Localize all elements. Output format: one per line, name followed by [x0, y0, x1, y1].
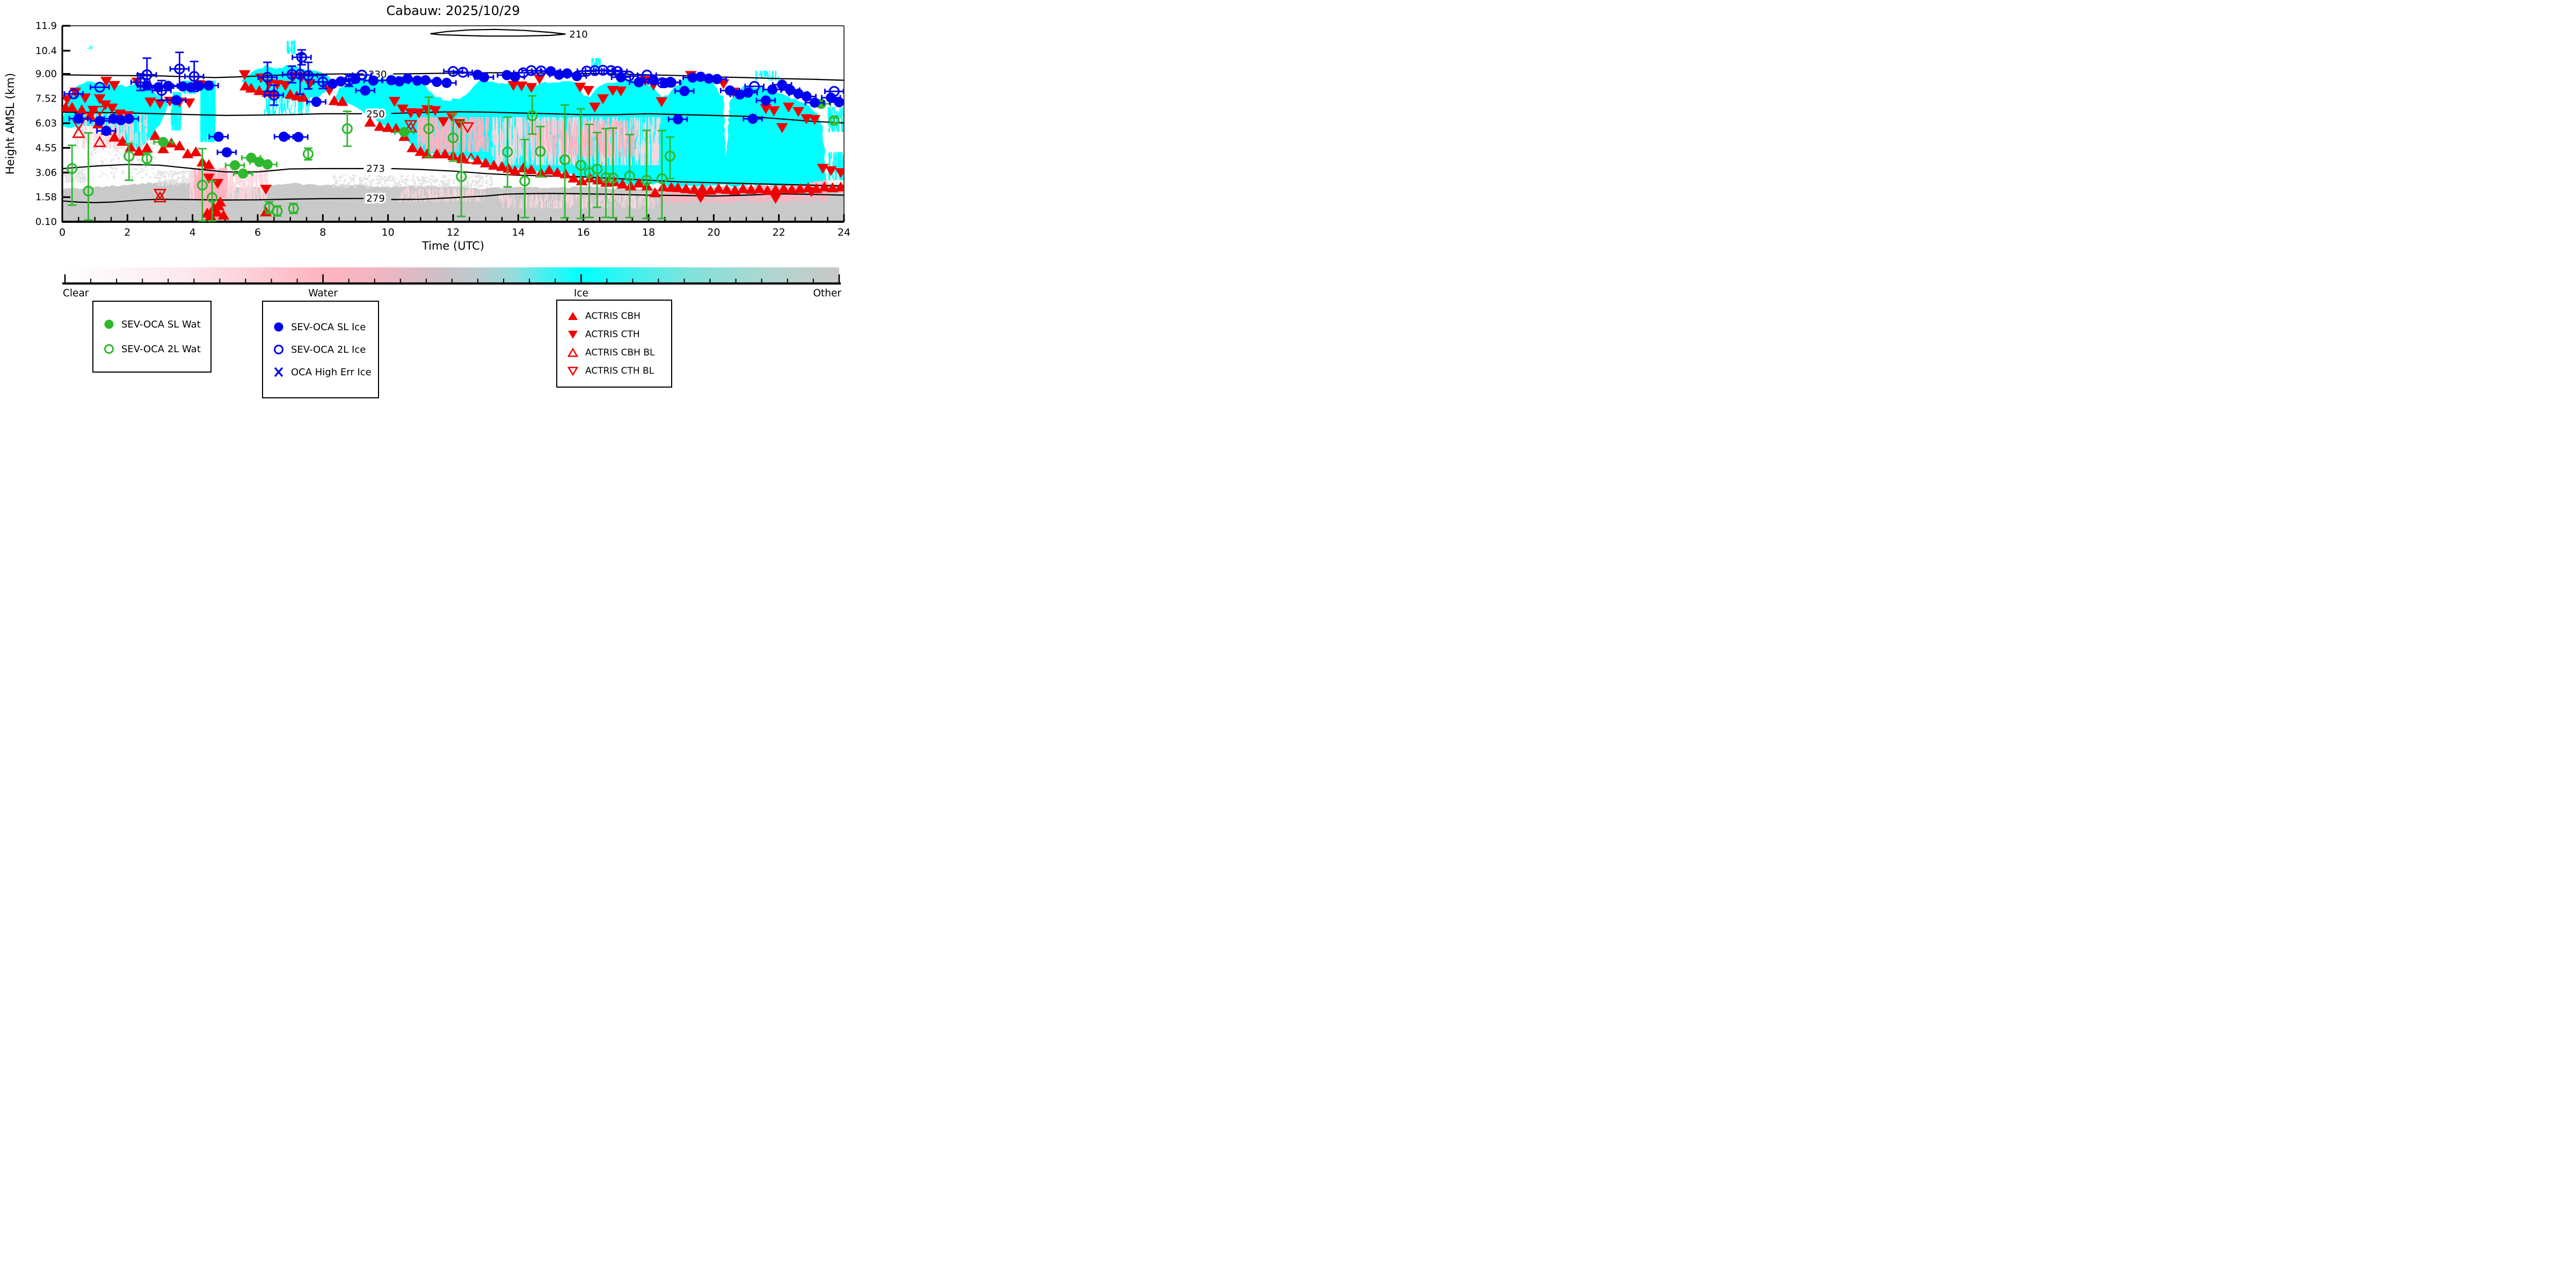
axes: 11.910.49.007.526.034.553.061.580.100 2 4 6…	[4, 20, 850, 252]
x-tick-label: 22	[773, 227, 785, 238]
legend-item-sl-ice: SEV-OCA SL Ice	[263, 320, 378, 334]
legend-item-cth: ACTRIS CTH	[557, 328, 671, 341]
colorbar-label: Clear	[63, 288, 89, 299]
legend-label: OCA High Err Ice	[291, 366, 372, 378]
series-actris-cbh	[62, 80, 844, 221]
filled-down-triangle-icon	[568, 331, 578, 339]
legend-label: ACTRIS CBH BL	[585, 347, 655, 358]
contour-label: 210	[569, 29, 587, 40]
legend-label: SEV-OCA 2L Wat	[121, 343, 201, 355]
legend-item-cth-bl: ACTRIS CTH BL	[557, 364, 671, 378]
legend-label: SEV-OCA 2L Ice	[291, 344, 366, 355]
figure: Cabauw: 2025/10/29 210 230 250 273 279 11.9 10…	[0, 0, 859, 430]
x-tick-label: 10	[382, 227, 395, 238]
x-tick-label: 4	[190, 227, 196, 238]
x-marker-icon	[274, 367, 283, 377]
legend-label: SEV-OCA SL Wat	[121, 318, 201, 330]
y-tick-label: 6.03	[35, 118, 57, 129]
x-tick-label: 14	[512, 227, 525, 238]
x-tick-label: 12	[447, 227, 460, 238]
x-tick-label: 8	[319, 227, 326, 238]
data-markers	[62, 49, 844, 222]
chart-title: Cabauw: 2025/10/29	[386, 3, 520, 18]
open-circle-icon	[104, 344, 114, 354]
legend-item-2l-ice: SEV-OCA 2L Ice	[263, 343, 378, 356]
x-tick-label: 2	[124, 227, 130, 238]
legend-item-oca-high-err: OCA High Err Ice	[263, 365, 378, 379]
x-tick-label: 6	[254, 227, 261, 238]
colorbar-label: Ice	[574, 288, 588, 299]
legend-item-2l-wat: SEV-OCA 2L Wat	[93, 342, 210, 356]
y-tick-label: 11.9	[35, 20, 57, 32]
open-up-triangle-icon	[567, 347, 579, 357]
x-tick-label: 16	[577, 227, 590, 238]
y-tick-label: 9.00	[35, 69, 57, 80]
y-tick-label: 4.55	[35, 142, 57, 154]
x-tick-label: 18	[642, 227, 655, 238]
colorbar-label: Other	[813, 288, 841, 299]
legend-label: ACTRIS CBH	[585, 311, 641, 322]
legend-box-water: SEV-OCA SL Wat SEV-OCA 2L Wat	[92, 301, 212, 373]
legend-label: SEV-OCA SL Ice	[291, 321, 366, 333]
open-down-triangle-icon	[567, 367, 579, 376]
series-actris-cbh-bl	[72, 121, 478, 202]
series-sev-oca-2l-wat	[67, 95, 840, 222]
legend-box-ice: SEV-OCA SL Ice SEV-OCA 2L Ice OCA High E…	[262, 301, 379, 398]
contour-label: 279	[366, 193, 384, 205]
y-tick-label: 7.52	[35, 93, 57, 104]
contour-label: 250	[366, 109, 384, 120]
legend-item-cbh-bl: ACTRIS CBH BL	[557, 346, 671, 360]
legend-item-sl-wat: SEV-OCA SL Wat	[93, 317, 210, 331]
colorbar: Clear Water Ice Other	[62, 267, 841, 299]
x-tick-label: 0	[59, 227, 66, 238]
plot-area: 21023025027327911.910.49.007.526.034.553…	[4, 20, 850, 299]
y-tick-label: 1.58	[35, 192, 57, 203]
series-sev-oca-sl-wat	[153, 98, 832, 179]
legend-item-cbh: ACTRIS CBH	[557, 309, 671, 323]
y-axis-label: Height AMSL (km)	[4, 73, 17, 174]
x-axis-label: Time (UTC)	[421, 239, 484, 252]
x-tick-label: 24	[838, 227, 850, 238]
y-tick-label: 3.06	[35, 167, 57, 178]
x-tick-label: 20	[707, 227, 720, 238]
open-circle-icon	[274, 345, 283, 354]
legend-box-actris: ACTRIS CBH ACTRIS CTH ACTRIS CBH BL ACTR…	[556, 300, 672, 388]
filled-circle-icon	[104, 319, 114, 329]
series-oca-high-err-ice	[74, 112, 84, 123]
colorbar-label: Water	[308, 288, 338, 299]
legend-label: ACTRIS CTH	[585, 329, 640, 340]
y-tick-label: 0.10	[35, 216, 57, 228]
series-sev-oca-sl-ice	[68, 66, 844, 158]
filled-up-triangle-icon	[568, 312, 578, 320]
filled-circle-icon	[274, 322, 283, 332]
y-tick-label: 10.4	[35, 45, 57, 56]
series-actris-cth-bl	[72, 106, 474, 200]
contour-label: 273	[366, 163, 384, 174]
legend-label: ACTRIS CTH BL	[585, 366, 654, 376]
series-sev-oca-2l-ice	[63, 49, 844, 106]
